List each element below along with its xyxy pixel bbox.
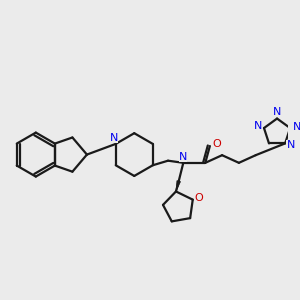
Text: N: N xyxy=(293,122,300,131)
Text: N: N xyxy=(286,140,295,150)
Text: O: O xyxy=(194,193,203,203)
Text: O: O xyxy=(212,139,221,148)
Polygon shape xyxy=(176,181,181,191)
Text: N: N xyxy=(179,152,188,162)
Text: N: N xyxy=(110,134,118,143)
Text: N: N xyxy=(254,121,262,130)
Text: N: N xyxy=(273,107,281,117)
